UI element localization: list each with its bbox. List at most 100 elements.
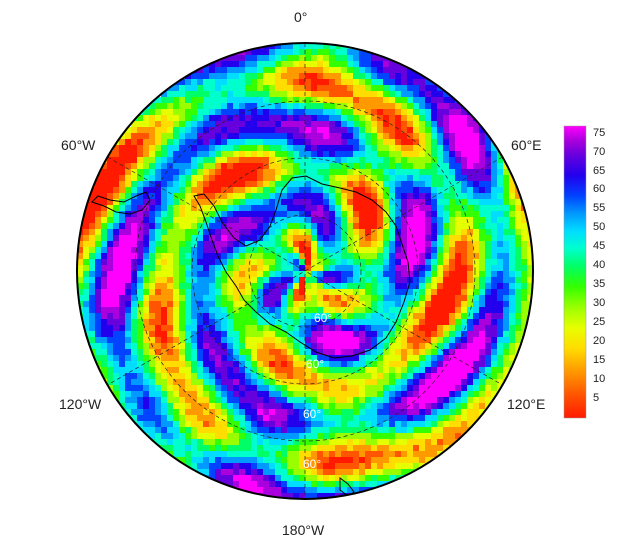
field-cell (479, 247, 485, 253)
field-cell (227, 403, 233, 409)
field-cell (437, 301, 443, 307)
field-cell (467, 439, 473, 445)
field-cell (125, 379, 131, 385)
field-cell (299, 367, 305, 373)
field-cell (137, 229, 143, 235)
field-cell (113, 271, 119, 277)
field-cell (431, 361, 437, 367)
field-cell (149, 235, 155, 241)
field-cell (131, 355, 137, 361)
field-cell (341, 91, 347, 97)
field-cell (143, 217, 149, 223)
field-cell (359, 175, 365, 181)
field-cell (245, 115, 251, 121)
field-cell (239, 289, 245, 295)
field-cell (389, 355, 395, 361)
field-cell (131, 415, 137, 421)
field-cell (407, 199, 413, 205)
field-cell (197, 211, 203, 217)
field-cell (113, 187, 119, 193)
field-cell (383, 235, 389, 241)
field-cell (197, 379, 203, 385)
field-cell (251, 229, 257, 235)
field-cell (341, 133, 347, 139)
field-cell (215, 397, 221, 403)
field-cell (353, 49, 359, 55)
field-cell (353, 361, 359, 367)
field-cell (473, 193, 479, 199)
field-cell (215, 103, 221, 109)
field-cell (425, 367, 431, 373)
field-cell (173, 331, 179, 337)
field-cell (293, 163, 299, 169)
field-cell (251, 355, 257, 361)
field-cell (449, 277, 455, 283)
field-cell (485, 391, 491, 397)
field-cell (527, 283, 533, 289)
field-cell (263, 367, 269, 373)
field-cell (485, 235, 491, 241)
field-cell (257, 79, 263, 85)
field-cell (137, 175, 143, 181)
field-cell (401, 439, 407, 445)
field-cell (497, 187, 503, 193)
field-cell (173, 349, 179, 355)
field-cell (341, 259, 347, 265)
field-cell (287, 421, 293, 427)
field-cell (215, 445, 221, 451)
field-cell (329, 163, 335, 169)
field-cell (425, 175, 431, 181)
field-cell (137, 163, 143, 169)
field-cell (341, 109, 347, 115)
field-cell (185, 331, 191, 337)
field-cell (491, 277, 497, 283)
field-cell (449, 409, 455, 415)
field-cell (101, 187, 107, 193)
field-cell (251, 67, 257, 73)
field-cell (293, 319, 299, 325)
field-cell (359, 91, 365, 97)
field-cell (467, 127, 473, 133)
field-cell (167, 103, 173, 109)
field-cell (203, 151, 209, 157)
field-cell (215, 145, 221, 151)
field-cell (377, 169, 383, 175)
field-cell (137, 271, 143, 277)
field-cell (455, 235, 461, 241)
field-cell (413, 331, 419, 337)
field-cell (509, 199, 515, 205)
field-cell (479, 283, 485, 289)
field-cell (227, 247, 233, 253)
field-cell (389, 277, 395, 283)
field-cell (233, 427, 239, 433)
field-cell (455, 145, 461, 151)
field-cell (407, 241, 413, 247)
field-cell (233, 151, 239, 157)
colorbar-tick-label: 5 (593, 392, 600, 405)
field-cell (335, 193, 341, 199)
field-cell (461, 247, 467, 253)
field-cell (443, 91, 449, 97)
field-cell (293, 433, 299, 439)
field-cell (185, 127, 191, 133)
field-cell (389, 109, 395, 115)
field-cell (305, 103, 311, 109)
field-cell (401, 85, 407, 91)
field-cell (371, 157, 377, 163)
field-cell (455, 301, 461, 307)
field-cell (281, 169, 287, 175)
field-cell (365, 223, 371, 229)
field-cell (173, 283, 179, 289)
field-cell (455, 163, 461, 169)
field-cell (173, 181, 179, 187)
field-cell (437, 139, 443, 145)
field-cell (455, 355, 461, 361)
field-cell (395, 349, 401, 355)
field-cell (347, 451, 353, 457)
field-cell (389, 127, 395, 133)
field-cell (485, 373, 491, 379)
field-cell (413, 217, 419, 223)
field-cell (167, 445, 173, 451)
field-cell (389, 379, 395, 385)
field-cell (221, 169, 227, 175)
